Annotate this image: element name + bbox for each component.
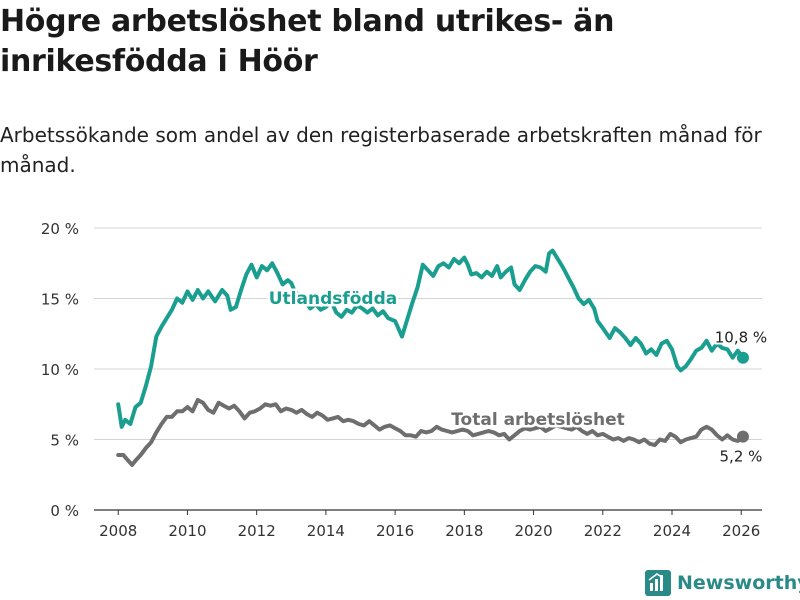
y-tick-label: 20 % (41, 220, 79, 238)
series-label-total: Total arbetslöshet (451, 410, 625, 430)
newsworthy-logo-icon (645, 570, 671, 596)
y-tick-label: 0 % (50, 502, 79, 520)
x-tick-label: 2010 (168, 522, 206, 540)
end-label-utlandsfodda: 10,8 % (715, 329, 767, 347)
y-axis: 0 % 5 % 10 % 15 % 20 % (41, 220, 79, 520)
x-tick-label: 2018 (445, 522, 483, 540)
series-lines (116, 248, 745, 467)
y-tick-label: 5 % (50, 432, 79, 450)
x-tick-label: 2020 (514, 522, 552, 540)
series-label-utlandsfodda: Utlandsfödda (269, 289, 398, 309)
end-point-utlandsfodda (736, 351, 749, 364)
brand-name: Newsworthy (677, 572, 800, 594)
x-tick-label: 2022 (584, 522, 622, 540)
end-label-total: 5,2 % (720, 448, 763, 466)
x-axis: 2008 2010 2012 2014 2016 2018 2020 2022 2024 2026 (99, 510, 760, 540)
gridlines (94, 227, 762, 511)
x-tick-label: 2024 (653, 522, 691, 540)
series-line-total (116, 398, 745, 467)
x-tick-label: 2026 (722, 522, 760, 540)
chart-subtitle: Arbetssökande som andel av den registerb… (0, 123, 762, 177)
y-tick-label: 10 % (41, 361, 79, 379)
x-tick-label: 2008 (99, 522, 137, 540)
x-tick-label: 2012 (238, 522, 276, 540)
x-tick-label: 2016 (376, 522, 414, 540)
y-tick-label: 15 % (41, 291, 79, 309)
brand: Newsworthy (645, 568, 800, 598)
end-point-total (736, 430, 749, 443)
series-line-utlandsfodda (116, 248, 745, 429)
end-markers: 5,2 % 10,8 % (713, 327, 769, 468)
chart-title: Högre arbetslöshet bland utrikes- än inr… (0, 4, 615, 79)
x-tick-label: 2014 (307, 522, 345, 540)
